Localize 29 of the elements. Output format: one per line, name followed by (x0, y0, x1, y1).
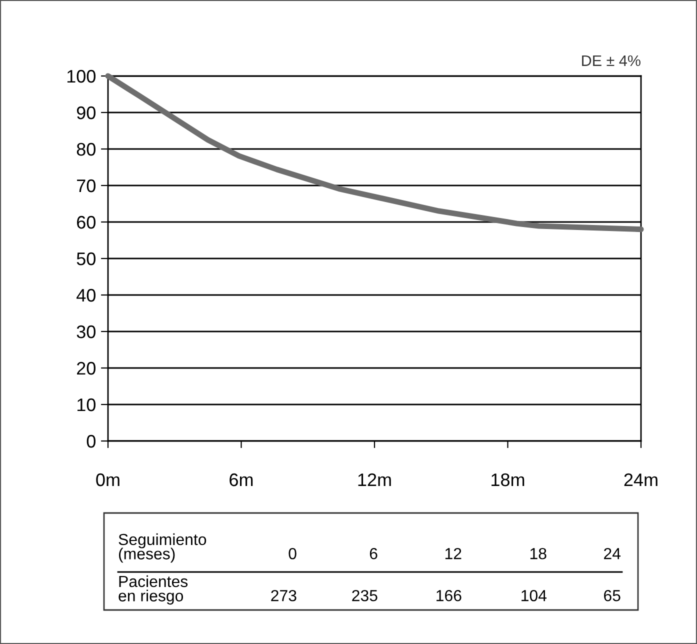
y-tick-label: 60 (77, 216, 96, 229)
text: 104 (522, 590, 547, 602)
y-tick-label: 0 (86, 434, 96, 448)
x-tick-label: 6m (230, 473, 253, 486)
text: 12 (445, 548, 462, 560)
y-tick-label: 40 (76, 288, 96, 302)
y-tick-label: 70 (77, 179, 96, 192)
y-tick-label: 10 (77, 398, 96, 412)
y-tick-label: 20 (77, 362, 96, 375)
x-tick-label: 0m (96, 473, 120, 486)
text: 24 (604, 548, 621, 560)
text: 166 (436, 590, 462, 602)
text: DE ± 4% (582, 55, 640, 66)
text: 6 (370, 548, 378, 560)
text: 235 (352, 590, 378, 602)
text: 273 (271, 590, 296, 602)
x-tick-label: 12m (358, 473, 391, 486)
text: 18 (530, 548, 546, 560)
y-tick-label: 100 (67, 70, 96, 83)
text: Pacientes en riesgo (118, 575, 188, 605)
text: 65 (604, 590, 620, 602)
text: Seguimiento (meses) (118, 533, 206, 563)
x-tick-label: 24m (624, 473, 658, 486)
y-tick-label: 30 (76, 325, 96, 338)
text: 0 (288, 548, 296, 560)
y-tick-label: 80 (76, 142, 96, 156)
y-tick-label: 50 (76, 252, 96, 266)
y-tick-label: 90 (76, 106, 96, 120)
x-tick-label: 18m (492, 473, 524, 486)
